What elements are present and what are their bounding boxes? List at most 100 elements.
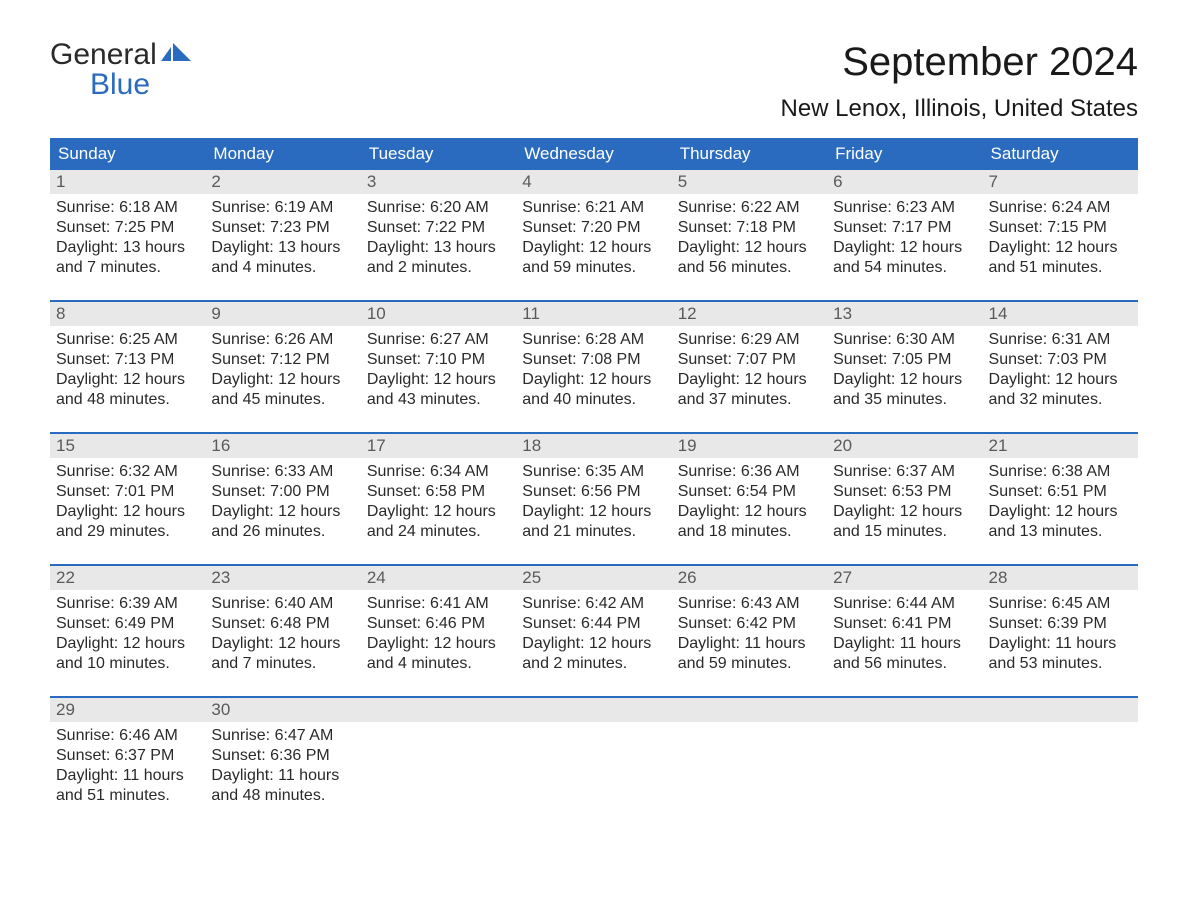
week-row: 1Sunrise: 6:18 AMSunset: 7:25 PMDaylight… bbox=[50, 170, 1138, 300]
daylight-text: Daylight: 12 hours and 7 minutes. bbox=[211, 634, 354, 674]
daylight-text: Daylight: 12 hours and 51 minutes. bbox=[989, 238, 1132, 278]
day-content: Sunrise: 6:44 AMSunset: 6:41 PMDaylight:… bbox=[827, 590, 982, 678]
day-content: Sunrise: 6:28 AMSunset: 7:08 PMDaylight:… bbox=[516, 326, 671, 414]
day-cell bbox=[827, 698, 982, 828]
day-cell: 11Sunrise: 6:28 AMSunset: 7:08 PMDayligh… bbox=[516, 302, 671, 432]
day-cell: 16Sunrise: 6:33 AMSunset: 7:00 PMDayligh… bbox=[205, 434, 360, 564]
daylight-text: Daylight: 12 hours and 40 minutes. bbox=[522, 370, 665, 410]
day-cell: 22Sunrise: 6:39 AMSunset: 6:49 PMDayligh… bbox=[50, 566, 205, 696]
sunrise-text: Sunrise: 6:45 AM bbox=[989, 594, 1132, 614]
day-cell: 17Sunrise: 6:34 AMSunset: 6:58 PMDayligh… bbox=[361, 434, 516, 564]
day-cell: 1Sunrise: 6:18 AMSunset: 7:25 PMDaylight… bbox=[50, 170, 205, 300]
sunrise-text: Sunrise: 6:20 AM bbox=[367, 198, 510, 218]
day-content: Sunrise: 6:36 AMSunset: 6:54 PMDaylight:… bbox=[672, 458, 827, 546]
day-number: 7 bbox=[983, 170, 1138, 194]
day-content: Sunrise: 6:18 AMSunset: 7:25 PMDaylight:… bbox=[50, 194, 205, 282]
day-cell: 3Sunrise: 6:20 AMSunset: 7:22 PMDaylight… bbox=[361, 170, 516, 300]
logo-text-line1: General bbox=[50, 40, 157, 70]
logo-flag-icon bbox=[161, 43, 193, 68]
sunrise-text: Sunrise: 6:21 AM bbox=[522, 198, 665, 218]
day-content: Sunrise: 6:37 AMSunset: 6:53 PMDaylight:… bbox=[827, 458, 982, 546]
sunset-text: Sunset: 6:54 PM bbox=[678, 482, 821, 502]
logo: General Blue bbox=[50, 40, 193, 100]
day-number: 16 bbox=[205, 434, 360, 458]
day-number: 23 bbox=[205, 566, 360, 590]
day-content: Sunrise: 6:21 AMSunset: 7:20 PMDaylight:… bbox=[516, 194, 671, 282]
sunrise-text: Sunrise: 6:25 AM bbox=[56, 330, 199, 350]
daylight-text: Daylight: 13 hours and 4 minutes. bbox=[211, 238, 354, 278]
day-cell: 26Sunrise: 6:43 AMSunset: 6:42 PMDayligh… bbox=[672, 566, 827, 696]
sunset-text: Sunset: 6:48 PM bbox=[211, 614, 354, 634]
day-number: 10 bbox=[361, 302, 516, 326]
day-number: 1 bbox=[50, 170, 205, 194]
sunrise-text: Sunrise: 6:40 AM bbox=[211, 594, 354, 614]
sunrise-text: Sunrise: 6:37 AM bbox=[833, 462, 976, 482]
day-header: Wednesday bbox=[516, 138, 671, 170]
day-content: Sunrise: 6:45 AMSunset: 6:39 PMDaylight:… bbox=[983, 590, 1138, 678]
daylight-text: Daylight: 12 hours and 43 minutes. bbox=[367, 370, 510, 410]
daylight-text: Daylight: 12 hours and 48 minutes. bbox=[56, 370, 199, 410]
day-header: Tuesday bbox=[361, 138, 516, 170]
day-number bbox=[516, 698, 671, 722]
day-cell: 2Sunrise: 6:19 AMSunset: 7:23 PMDaylight… bbox=[205, 170, 360, 300]
day-number: 15 bbox=[50, 434, 205, 458]
day-content: Sunrise: 6:40 AMSunset: 6:48 PMDaylight:… bbox=[205, 590, 360, 678]
day-cell bbox=[983, 698, 1138, 828]
sunrise-text: Sunrise: 6:35 AM bbox=[522, 462, 665, 482]
sunset-text: Sunset: 7:07 PM bbox=[678, 350, 821, 370]
sunrise-text: Sunrise: 6:41 AM bbox=[367, 594, 510, 614]
sunset-text: Sunset: 6:36 PM bbox=[211, 746, 354, 766]
sunrise-text: Sunrise: 6:36 AM bbox=[678, 462, 821, 482]
daylight-text: Daylight: 13 hours and 7 minutes. bbox=[56, 238, 199, 278]
sunrise-text: Sunrise: 6:34 AM bbox=[367, 462, 510, 482]
daylight-text: Daylight: 12 hours and 35 minutes. bbox=[833, 370, 976, 410]
day-content: Sunrise: 6:19 AMSunset: 7:23 PMDaylight:… bbox=[205, 194, 360, 282]
day-cell: 30Sunrise: 6:47 AMSunset: 6:36 PMDayligh… bbox=[205, 698, 360, 828]
day-content: Sunrise: 6:31 AMSunset: 7:03 PMDaylight:… bbox=[983, 326, 1138, 414]
day-cell: 8 Sunrise: 6:25 AMSunset: 7:13 PMDaylight… bbox=[50, 302, 205, 432]
sunset-text: Sunset: 7:10 PM bbox=[367, 350, 510, 370]
day-number: 18 bbox=[516, 434, 671, 458]
day-cell: 14Sunrise: 6:31 AMSunset: 7:03 PMDayligh… bbox=[983, 302, 1138, 432]
week-row: 8Sunrise: 6:25 AMSunset: 7:13 PMDaylight… bbox=[50, 300, 1138, 432]
sunset-text: Sunset: 7:13 PM bbox=[56, 350, 199, 370]
day-content: Sunrise: 6:35 AMSunset: 6:56 PMDaylight:… bbox=[516, 458, 671, 546]
week-row: 15Sunrise: 6:32 AMSunset: 7:01 PMDayligh… bbox=[50, 432, 1138, 564]
sunset-text: Sunset: 6:37 PM bbox=[56, 746, 199, 766]
day-number: 19 bbox=[672, 434, 827, 458]
sunset-text: Sunset: 6:42 PM bbox=[678, 614, 821, 634]
daylight-text: Daylight: 12 hours and 21 minutes. bbox=[522, 502, 665, 542]
day-cell: 7Sunrise: 6:24 AMSunset: 7:15 PMDaylight… bbox=[983, 170, 1138, 300]
day-number: 11 bbox=[516, 302, 671, 326]
sunset-text: Sunset: 7:20 PM bbox=[522, 218, 665, 238]
day-header: Monday bbox=[205, 138, 360, 170]
day-content: Sunrise: 6:32 AMSunset: 7:01 PMDaylight:… bbox=[50, 458, 205, 546]
day-content: Sunrise: 6:46 AMSunset: 6:37 PMDaylight:… bbox=[50, 722, 205, 810]
sunset-text: Sunset: 7:23 PM bbox=[211, 218, 354, 238]
sunset-text: Sunset: 6:49 PM bbox=[56, 614, 199, 634]
daylight-text: Daylight: 12 hours and 45 minutes. bbox=[211, 370, 354, 410]
day-number: 3 bbox=[361, 170, 516, 194]
daylight-text: Daylight: 12 hours and 24 minutes. bbox=[367, 502, 510, 542]
day-header: Saturday bbox=[983, 138, 1138, 170]
daylight-text: Daylight: 11 hours and 51 minutes. bbox=[56, 766, 199, 806]
daylight-text: Daylight: 12 hours and 37 minutes. bbox=[678, 370, 821, 410]
day-cell: 13Sunrise: 6:30 AMSunset: 7:05 PMDayligh… bbox=[827, 302, 982, 432]
day-cell: 27Sunrise: 6:44 AMSunset: 6:41 PMDayligh… bbox=[827, 566, 982, 696]
day-cell: 6Sunrise: 6:23 AMSunset: 7:17 PMDaylight… bbox=[827, 170, 982, 300]
day-number: 28 bbox=[983, 566, 1138, 590]
daylight-text: Daylight: 12 hours and 54 minutes. bbox=[833, 238, 976, 278]
sunrise-text: Sunrise: 6:46 AM bbox=[56, 726, 199, 746]
day-content: Sunrise: 6:29 AMSunset: 7:07 PMDaylight:… bbox=[672, 326, 827, 414]
day-number: 21 bbox=[983, 434, 1138, 458]
day-number: 8 bbox=[50, 302, 205, 326]
day-number: 22 bbox=[50, 566, 205, 590]
day-content: Sunrise: 6:34 AMSunset: 6:58 PMDaylight:… bbox=[361, 458, 516, 546]
week-row: 22Sunrise: 6:39 AMSunset: 6:49 PMDayligh… bbox=[50, 564, 1138, 696]
day-number: 4 bbox=[516, 170, 671, 194]
sunset-text: Sunset: 6:39 PM bbox=[989, 614, 1132, 634]
sunset-text: Sunset: 7:05 PM bbox=[833, 350, 976, 370]
day-number: 26 bbox=[672, 566, 827, 590]
sunset-text: Sunset: 7:03 PM bbox=[989, 350, 1132, 370]
calendar-header-row: SundayMondayTuesdayWednesdayThursdayFrid… bbox=[50, 138, 1138, 170]
